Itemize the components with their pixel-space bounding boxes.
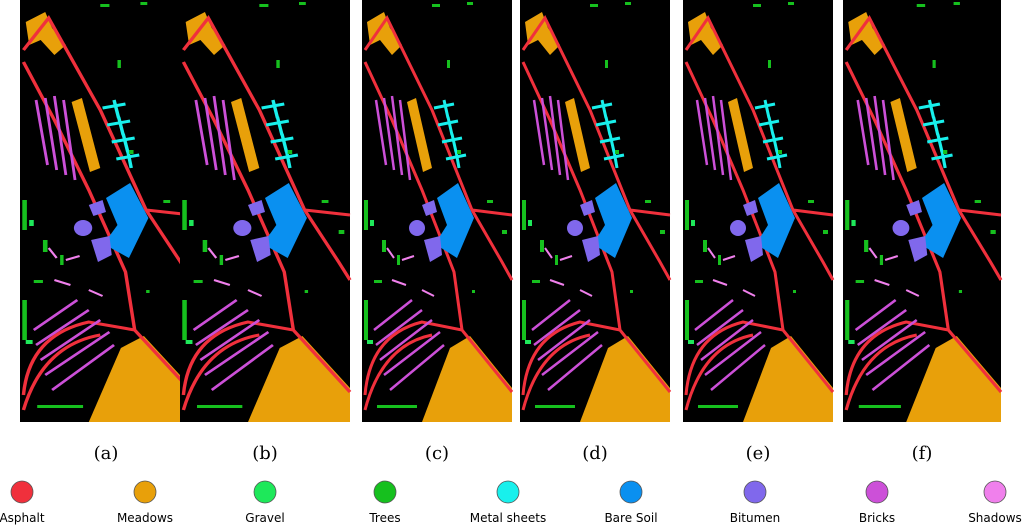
legend-label: Bricks — [859, 511, 895, 525]
legend-label: Bare Soil — [604, 511, 657, 525]
legend-swatch — [743, 480, 767, 504]
legend-swatch — [619, 480, 643, 504]
legend-swatch — [373, 480, 397, 504]
legend-label: Gravel — [245, 511, 284, 525]
classification-map — [518, 0, 672, 424]
legend-swatch — [10, 480, 34, 504]
classification-map — [841, 0, 1003, 424]
legend-swatch — [983, 480, 1007, 504]
panel-caption: (b) — [252, 443, 278, 464]
legend-label: Trees — [368, 511, 400, 525]
legend-swatch — [865, 480, 889, 504]
legend-label: Bitumen — [730, 511, 781, 525]
panel-caption: (a) — [94, 443, 119, 464]
legend-label: Metal sheets — [470, 511, 547, 525]
panel-caption: (f) — [912, 443, 933, 464]
legend-label: Shadows — [968, 511, 1022, 525]
legend-label: Asphalt — [0, 511, 45, 525]
classification-map — [360, 0, 514, 424]
panels: (a) (b) (c) (d) (e) (f) — [18, 0, 1003, 464]
panel-caption: (c) — [425, 443, 449, 464]
classification-map — [18, 0, 194, 424]
classification-map — [681, 0, 835, 424]
legend-swatch — [133, 480, 157, 504]
legend: Asphalt Meadows Gravel Trees Metal sheets Bar… — [0, 480, 1022, 525]
legend-label: Meadows — [117, 511, 173, 525]
legend-swatch — [496, 480, 520, 504]
classification-map — [178, 0, 352, 424]
panel-caption: (d) — [582, 443, 608, 464]
panel-caption: (e) — [746, 443, 771, 464]
legend-swatch — [253, 480, 277, 504]
